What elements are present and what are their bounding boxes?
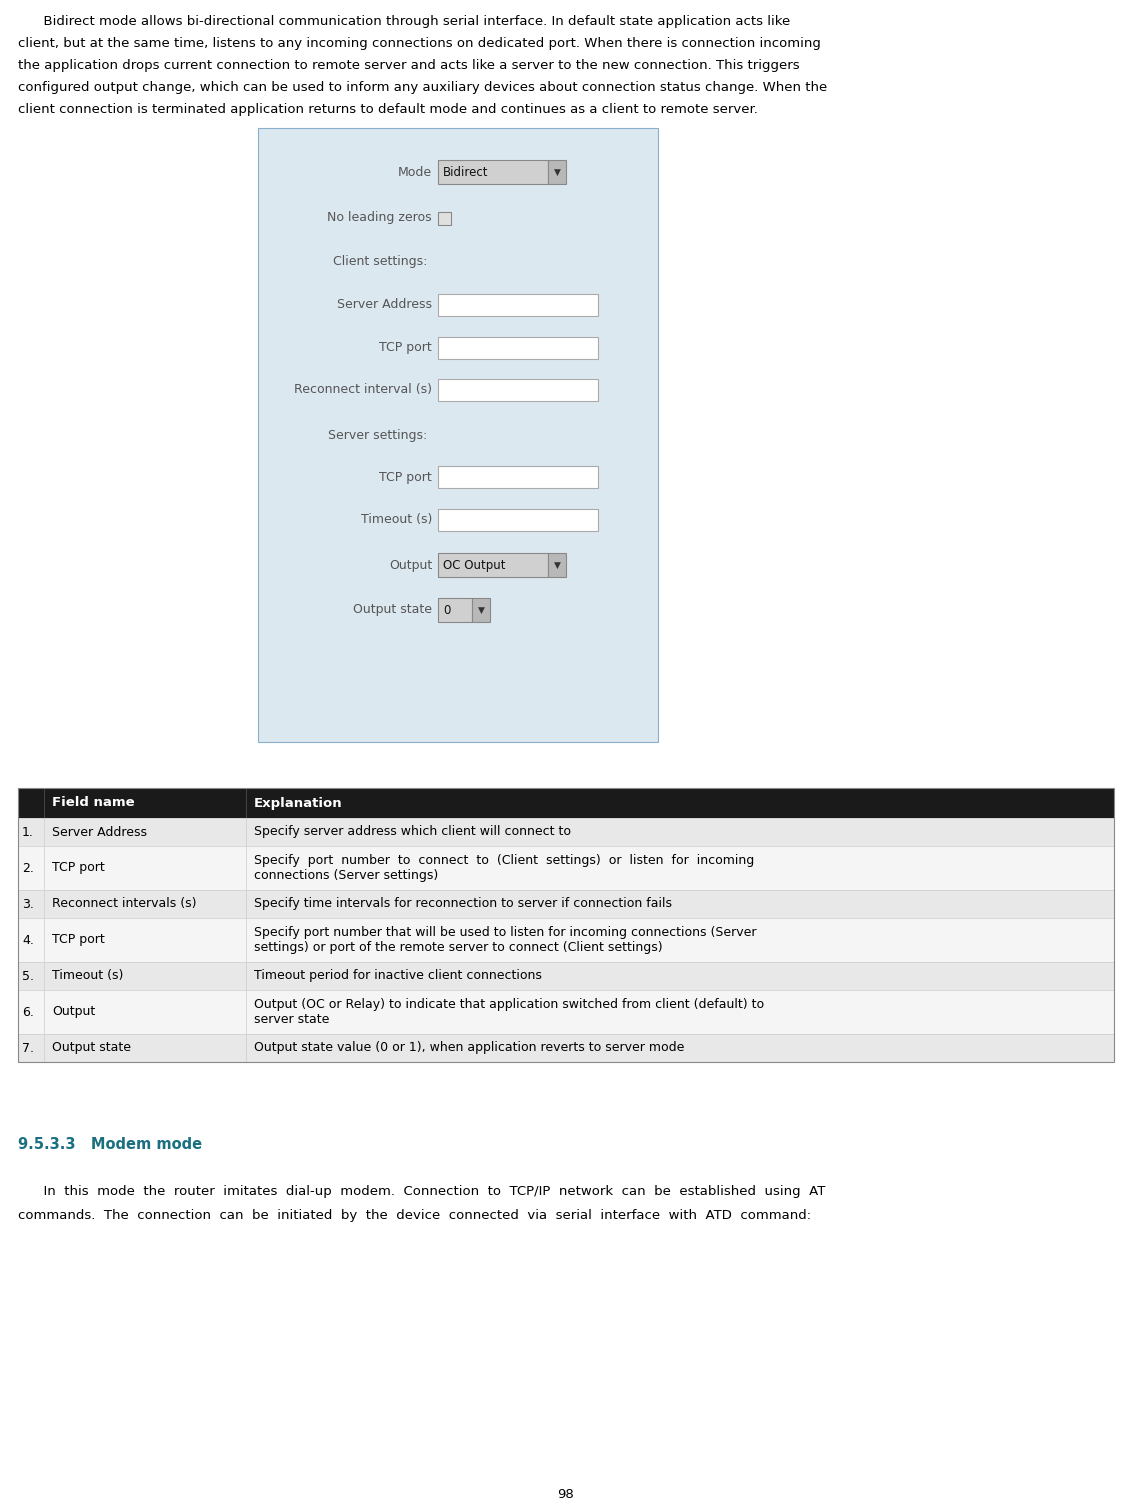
Text: ▼: ▼ [554,167,560,176]
Bar [18,1034,1114,1062]
Bar [548,553,566,577]
Text: commands.  The  connection  can  be  initiated  by  the  device  connected  via : commands. The connection can be initiate… [18,1209,812,1222]
Text: 98: 98 [558,1489,574,1501]
Text: 0: 0 [443,603,451,616]
Text: Timeout (s): Timeout (s) [361,514,432,526]
Text: Output state value (0 or 1), when application reverts to server mode: Output state value (0 or 1), when applic… [254,1041,685,1055]
Text: connections (Server settings): connections (Server settings) [254,870,438,882]
Text: In  this  mode  the  router  imitates  dial-up  modem.  Connection  to  TCP/IP  : In this mode the router imitates dial-up… [18,1185,825,1198]
Text: Field name: Field name [52,797,135,809]
Text: Reconnect interval (s): Reconnect interval (s) [294,383,432,396]
Bar [438,338,598,359]
Text: server state: server state [254,1013,329,1026]
Text: configured output change, which can be used to inform any auxiliary devices abou: configured output change, which can be u… [18,81,827,93]
Text: Specify time intervals for reconnection to server if connection fails: Specify time intervals for reconnection … [254,898,672,910]
Bar [438,378,598,401]
Text: OC Output: OC Output [443,559,506,571]
Text: Output: Output [52,1005,95,1019]
Text: Server settings:: Server settings: [328,428,427,442]
Text: Client settings:: Client settings: [333,256,427,268]
Text: Output state: Output state [353,603,432,616]
Bar [18,818,1114,845]
Text: 5.: 5. [22,969,34,983]
Text: 4.: 4. [22,933,34,946]
Bar [18,990,1114,1034]
Text: client connection is terminated application returns to default mode and continue: client connection is terminated applicat… [18,102,758,116]
Text: TCP port: TCP port [52,862,105,874]
Bar [438,160,548,184]
Bar [438,211,451,225]
Text: Output state: Output state [52,1041,131,1055]
Text: 6.: 6. [22,1005,34,1019]
Text: Server Address: Server Address [337,298,432,312]
Text: Timeout (s): Timeout (s) [52,969,123,983]
Text: 1.: 1. [22,826,34,838]
Bar [438,553,548,577]
Bar [438,509,598,530]
Text: Mode: Mode [397,166,432,178]
Text: 2.: 2. [22,862,34,874]
Text: ▼: ▼ [478,606,484,615]
Bar [438,466,598,488]
Bar [18,845,1114,891]
Text: Timeout period for inactive client connections: Timeout period for inactive client conne… [254,969,542,983]
Bar [18,891,1114,918]
Text: Specify  port  number  to  connect  to  (Client  settings)  or  listen  for  inc: Specify port number to connect to (Clien… [254,854,754,867]
Bar [548,160,566,184]
Text: the application drops current connection to remote server and acts like a server: the application drops current connection… [18,59,799,72]
Text: Output (OC or Relay) to indicate that application switched from client (default): Output (OC or Relay) to indicate that ap… [254,998,764,1011]
Text: Explanation: Explanation [254,797,343,809]
Text: TCP port: TCP port [379,470,432,484]
Text: Reconnect intervals (s): Reconnect intervals (s) [52,898,197,910]
Text: ▼: ▼ [554,561,560,570]
Text: 7.: 7. [22,1041,34,1055]
Bar [18,788,1114,1062]
Text: client, but at the same time, listens to any incoming connections on dedicated p: client, but at the same time, listens to… [18,38,821,50]
Text: Bidirect: Bidirect [443,166,489,178]
Text: Specify server address which client will connect to: Specify server address which client will… [254,826,571,838]
Bar [438,598,472,622]
Bar [258,128,658,741]
Text: 9.5.3.3   Modem mode: 9.5.3.3 Modem mode [18,1136,203,1151]
Bar [438,294,598,316]
Text: Bidirect mode allows bi-directional communication through serial interface. In d: Bidirect mode allows bi-directional comm… [18,15,790,29]
Bar [472,598,490,622]
Text: settings) or port of the remote server to connect (Client settings): settings) or port of the remote server t… [254,940,662,954]
Text: TCP port: TCP port [52,933,105,946]
Text: TCP port: TCP port [379,342,432,354]
Text: Server Address: Server Address [52,826,147,838]
Text: No leading zeros: No leading zeros [327,211,432,225]
Text: 3.: 3. [22,898,34,910]
Text: Output: Output [388,559,432,571]
Bar [18,918,1114,961]
Bar [18,961,1114,990]
Text: Specify port number that will be used to listen for incoming connections (Server: Specify port number that will be used to… [254,925,756,939]
Bar [18,788,1114,818]
